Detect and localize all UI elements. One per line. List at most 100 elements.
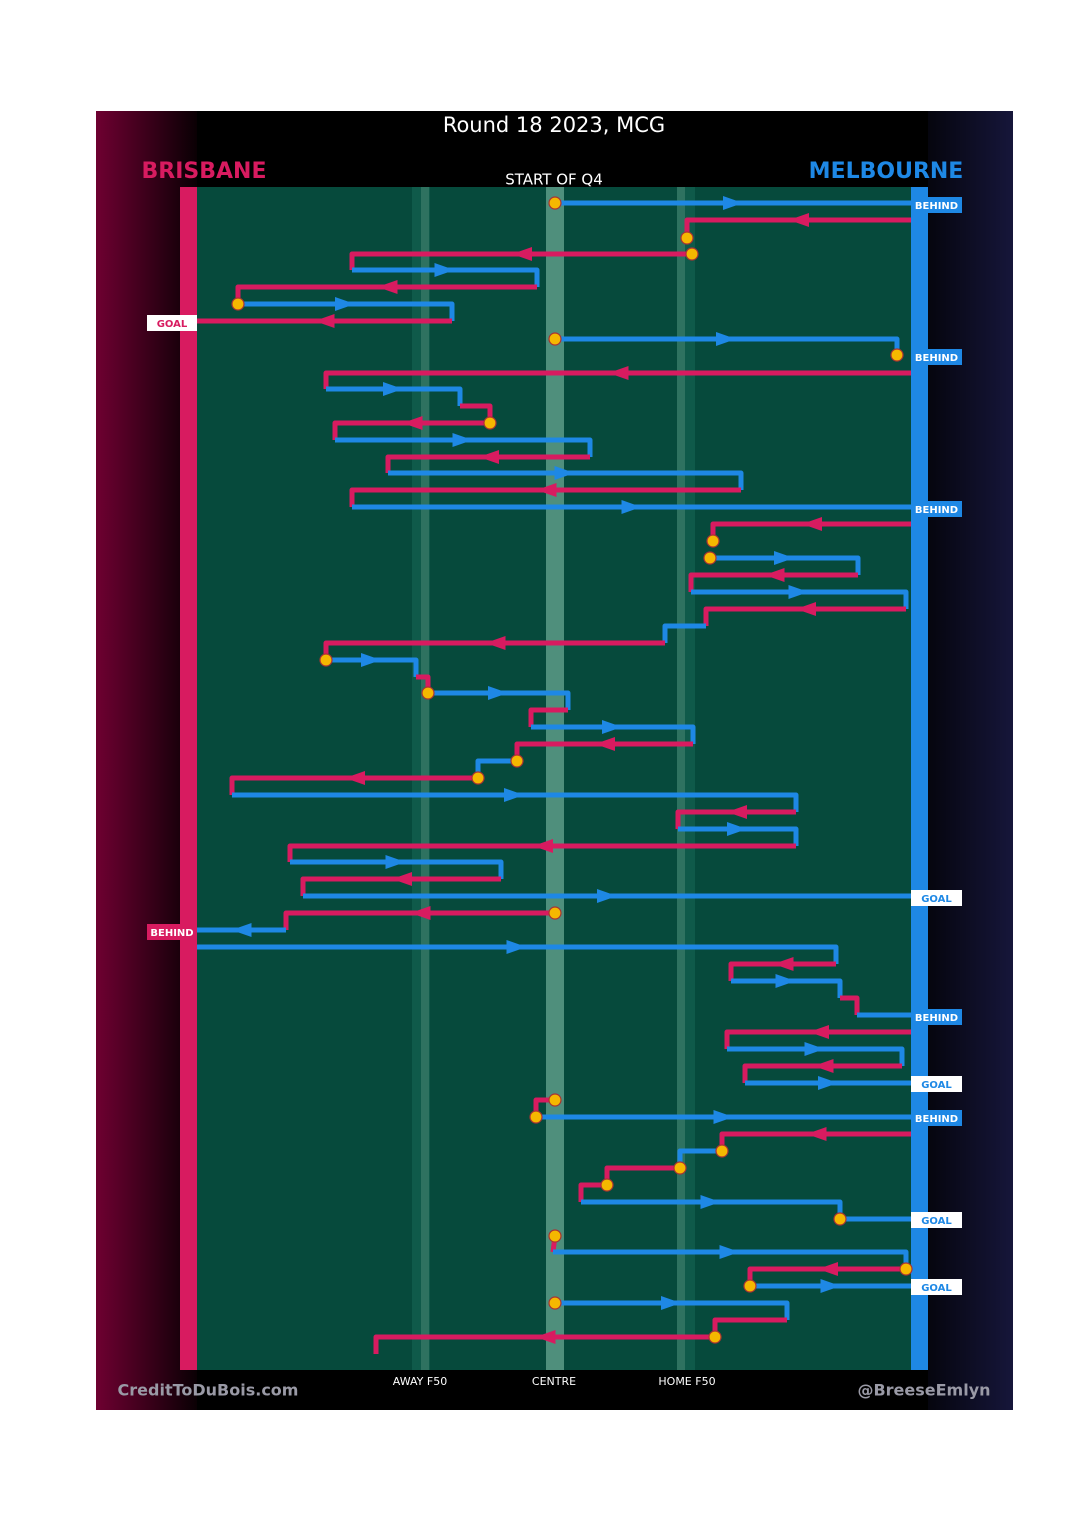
turnover-dot xyxy=(833,1212,847,1226)
possession-chain xyxy=(528,707,568,727)
title: Round 18 2023, MCG xyxy=(443,113,665,137)
possession-chain xyxy=(675,809,796,829)
direction-arrow xyxy=(818,1262,838,1276)
possession-chain xyxy=(290,859,504,879)
outcome-label: BEHIND xyxy=(915,1114,958,1125)
direction-arrow xyxy=(314,314,335,328)
possession-chain xyxy=(229,775,478,795)
possession-chain xyxy=(232,792,799,812)
possession-chain xyxy=(742,1063,902,1083)
turnover-dot xyxy=(548,1296,562,1310)
centre-line xyxy=(546,187,564,1370)
turnover-dot xyxy=(715,1144,729,1158)
direction-arrow xyxy=(774,551,794,565)
possession-chain xyxy=(728,961,836,981)
direction-arrow xyxy=(813,1059,834,1073)
possession-chain xyxy=(349,251,692,270)
possession-chain xyxy=(388,470,744,490)
direction-arrow xyxy=(434,263,455,277)
outcome-label: BEHIND xyxy=(915,353,958,364)
turnover-dot xyxy=(548,1093,562,1107)
possession-chain xyxy=(283,910,555,930)
direction-arrow xyxy=(602,720,622,734)
direction-arrow xyxy=(485,636,506,650)
direction-arrow xyxy=(775,974,796,988)
outcome-box xyxy=(911,501,962,517)
possession-chain xyxy=(326,657,419,677)
direction-arrow xyxy=(410,906,431,920)
turnover-dot xyxy=(548,196,562,210)
possession-chain xyxy=(323,370,911,389)
direction-arrow xyxy=(773,957,794,971)
outcome-box xyxy=(911,1009,962,1025)
possession-chain xyxy=(840,995,860,1015)
direction-arrow xyxy=(595,737,615,751)
credit: @BreeseEmlyn xyxy=(857,1381,990,1400)
direction-arrow xyxy=(608,366,629,380)
direction-arrow xyxy=(506,940,527,954)
outcome-box xyxy=(911,197,962,213)
possession-chain xyxy=(332,420,490,440)
start-label: START OF Q4 xyxy=(505,171,603,189)
direction-arrow xyxy=(452,433,473,447)
outcome-label: GOAL xyxy=(921,1216,952,1227)
possession-chain xyxy=(300,876,501,896)
direction-arrow xyxy=(700,1195,721,1209)
possession-chain xyxy=(703,606,906,626)
possession-chain xyxy=(727,1046,905,1066)
direction-arrow xyxy=(402,416,423,430)
possession-chain xyxy=(385,454,590,473)
direction-arrow xyxy=(554,466,575,480)
possession-chain xyxy=(428,690,571,710)
zone-label: HOME F50 xyxy=(658,1375,715,1388)
outcome-box xyxy=(911,1279,962,1295)
direction-arrow xyxy=(806,1127,827,1141)
direction-arrow xyxy=(789,213,809,227)
possession-chain xyxy=(349,487,741,507)
possession-chain xyxy=(335,437,593,457)
turnover-dot xyxy=(548,1229,562,1243)
direction-arrow xyxy=(820,1279,841,1293)
zone-label: AWAY F50 xyxy=(393,1375,447,1388)
turnover-dot xyxy=(703,551,717,565)
possession-chain xyxy=(197,944,839,964)
direction-arrow xyxy=(377,280,398,294)
turnover-dot xyxy=(231,297,245,311)
possession-chain xyxy=(555,1300,790,1320)
direction-arrow xyxy=(804,1042,825,1056)
direction-arrow xyxy=(345,771,365,785)
outcome-box xyxy=(911,349,962,365)
outcome-label: GOAL xyxy=(921,1283,952,1294)
direction-arrow xyxy=(504,788,524,802)
turnover-dot xyxy=(673,1161,687,1175)
turnover-dot xyxy=(319,653,333,667)
outcome-box xyxy=(911,1110,962,1126)
direction-arrow xyxy=(231,923,252,937)
zone-label: CENTRE xyxy=(532,1375,576,1388)
possession-chain xyxy=(578,1182,607,1202)
outcome-label: BEHIND xyxy=(915,1013,958,1024)
turnover-dot xyxy=(421,686,435,700)
direction-arrow xyxy=(727,822,747,836)
home-team: BRISBANE xyxy=(142,159,267,184)
turnover-dot xyxy=(743,1279,757,1293)
possession-chain xyxy=(691,589,909,609)
away-team: MELBOURNE xyxy=(809,159,964,184)
turnover-dot xyxy=(529,1110,543,1124)
turnover-dot xyxy=(483,416,497,430)
direction-arrow xyxy=(818,1076,838,1090)
outcome-box xyxy=(911,1076,962,1092)
direction-arrow xyxy=(713,1110,734,1124)
outcome-label: BEHIND xyxy=(150,928,193,939)
outcome-box xyxy=(911,1212,962,1228)
brisbane-goal-line xyxy=(180,187,197,1370)
direction-arrow xyxy=(719,1245,740,1259)
credit: CreditToDuBois.com xyxy=(118,1381,299,1400)
possession-chain xyxy=(287,843,796,862)
outcome-label: GOAL xyxy=(157,319,188,330)
turnover-dot xyxy=(548,332,562,346)
direction-arrow xyxy=(764,568,785,582)
turnover-dot xyxy=(708,1330,722,1344)
possession-chain xyxy=(373,1334,715,1354)
possession-chain xyxy=(731,978,843,998)
